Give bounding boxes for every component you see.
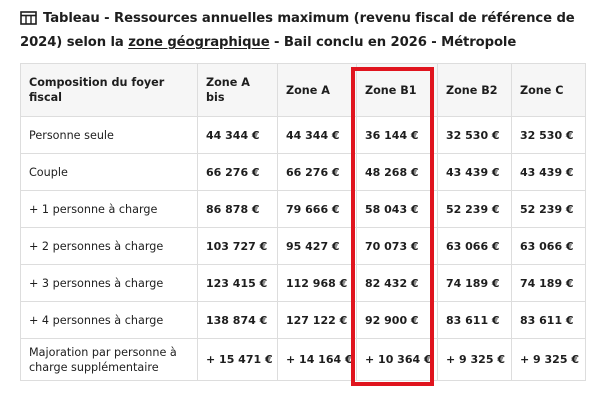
table-cell: 52 239 € bbox=[437, 190, 512, 228]
table-cell: 36 144 € bbox=[356, 116, 438, 154]
header-zone-b1: Zone B1 bbox=[356, 63, 438, 117]
table-cell: 43 439 € bbox=[437, 153, 512, 191]
row-label: + 2 personnes à charge bbox=[20, 227, 198, 265]
table-cell: 63 066 € bbox=[511, 227, 586, 265]
header-zone-c: Zone C bbox=[511, 63, 586, 117]
resources-table: Composition du foyer fiscal Zone A bis Z… bbox=[20, 63, 586, 381]
table-cell: 43 439 € bbox=[511, 153, 586, 191]
table-row: Majoration par personne à charge supplém… bbox=[20, 338, 586, 381]
table-cell: 48 268 € bbox=[356, 153, 438, 191]
row-label: + 4 personnes à charge bbox=[20, 301, 198, 339]
table-cell: 79 666 € bbox=[277, 190, 357, 228]
header-zone-a-bis: Zone A bis bbox=[197, 63, 278, 117]
table-cell: 32 530 € bbox=[437, 116, 512, 154]
zone-geographique-link[interactable]: zone géographique bbox=[128, 35, 270, 50]
table-cell: + 9 325 € bbox=[511, 338, 586, 381]
header-row: Composition du foyer fiscal Zone A bis Z… bbox=[20, 63, 586, 117]
table-cell: + 14 164 € bbox=[277, 338, 357, 381]
caption-text-2: - Bail conclu en 2026 - Métropole bbox=[269, 35, 517, 50]
row-label: + 1 personne à charge bbox=[20, 190, 198, 228]
table-cell: 52 239 € bbox=[511, 190, 586, 228]
table-cell: 83 611 € bbox=[511, 301, 586, 339]
table-cell: 83 611 € bbox=[437, 301, 512, 339]
table-icon bbox=[20, 11, 37, 32]
table-cell: 66 276 € bbox=[277, 153, 357, 191]
table-cell: 86 878 € bbox=[197, 190, 278, 228]
row-label: + 3 personnes à charge bbox=[20, 264, 198, 302]
table-cell: 63 066 € bbox=[437, 227, 512, 265]
header-zone-b2: Zone B2 bbox=[437, 63, 512, 117]
table-cell: 32 530 € bbox=[511, 116, 586, 154]
table-row: + 3 personnes à charge 123 415 € 112 968… bbox=[20, 264, 586, 302]
table-caption: Tableau - Ressources annuelles maximum (… bbox=[20, 8, 592, 53]
table-cell: + 10 364 € bbox=[356, 338, 438, 381]
table-cell: 103 727 € bbox=[197, 227, 278, 265]
table-cell: 127 122 € bbox=[277, 301, 357, 339]
row-label: Personne seule bbox=[20, 116, 198, 154]
header-composition: Composition du foyer fiscal bbox=[20, 63, 198, 117]
table-cell: + 15 471 € bbox=[197, 338, 278, 381]
table-row: + 1 personne à charge 86 878 € 79 666 € … bbox=[20, 190, 586, 228]
table-cell: 92 900 € bbox=[356, 301, 438, 339]
caption-text-1: Tableau - Ressources annuelles maximum (… bbox=[20, 11, 575, 50]
table-cell: 74 189 € bbox=[437, 264, 512, 302]
table-cell: 70 073 € bbox=[356, 227, 438, 265]
table-cell: 66 276 € bbox=[197, 153, 278, 191]
table-row: Couple 66 276 € 66 276 € 48 268 € 43 439… bbox=[20, 153, 586, 191]
table-cell: 82 432 € bbox=[356, 264, 438, 302]
table-cell: 112 968 € bbox=[277, 264, 357, 302]
table-cell: 44 344 € bbox=[197, 116, 278, 154]
table-row: + 2 personnes à charge 103 727 € 95 427 … bbox=[20, 227, 586, 265]
table-cell: 123 415 € bbox=[197, 264, 278, 302]
header-zone-a: Zone A bbox=[277, 63, 357, 117]
row-label: Majoration par personne à charge supplém… bbox=[20, 338, 198, 381]
row-label: Couple bbox=[20, 153, 198, 191]
table-cell: 95 427 € bbox=[277, 227, 357, 265]
table-cell: 58 043 € bbox=[356, 190, 438, 228]
table-cell: 44 344 € bbox=[277, 116, 357, 154]
table-row: Personne seule 44 344 € 44 344 € 36 144 … bbox=[20, 116, 586, 154]
table-cell: + 9 325 € bbox=[437, 338, 512, 381]
table-cell: 74 189 € bbox=[511, 264, 586, 302]
table-cell: 138 874 € bbox=[197, 301, 278, 339]
table-row: + 4 personnes à charge 138 874 € 127 122… bbox=[20, 301, 586, 339]
